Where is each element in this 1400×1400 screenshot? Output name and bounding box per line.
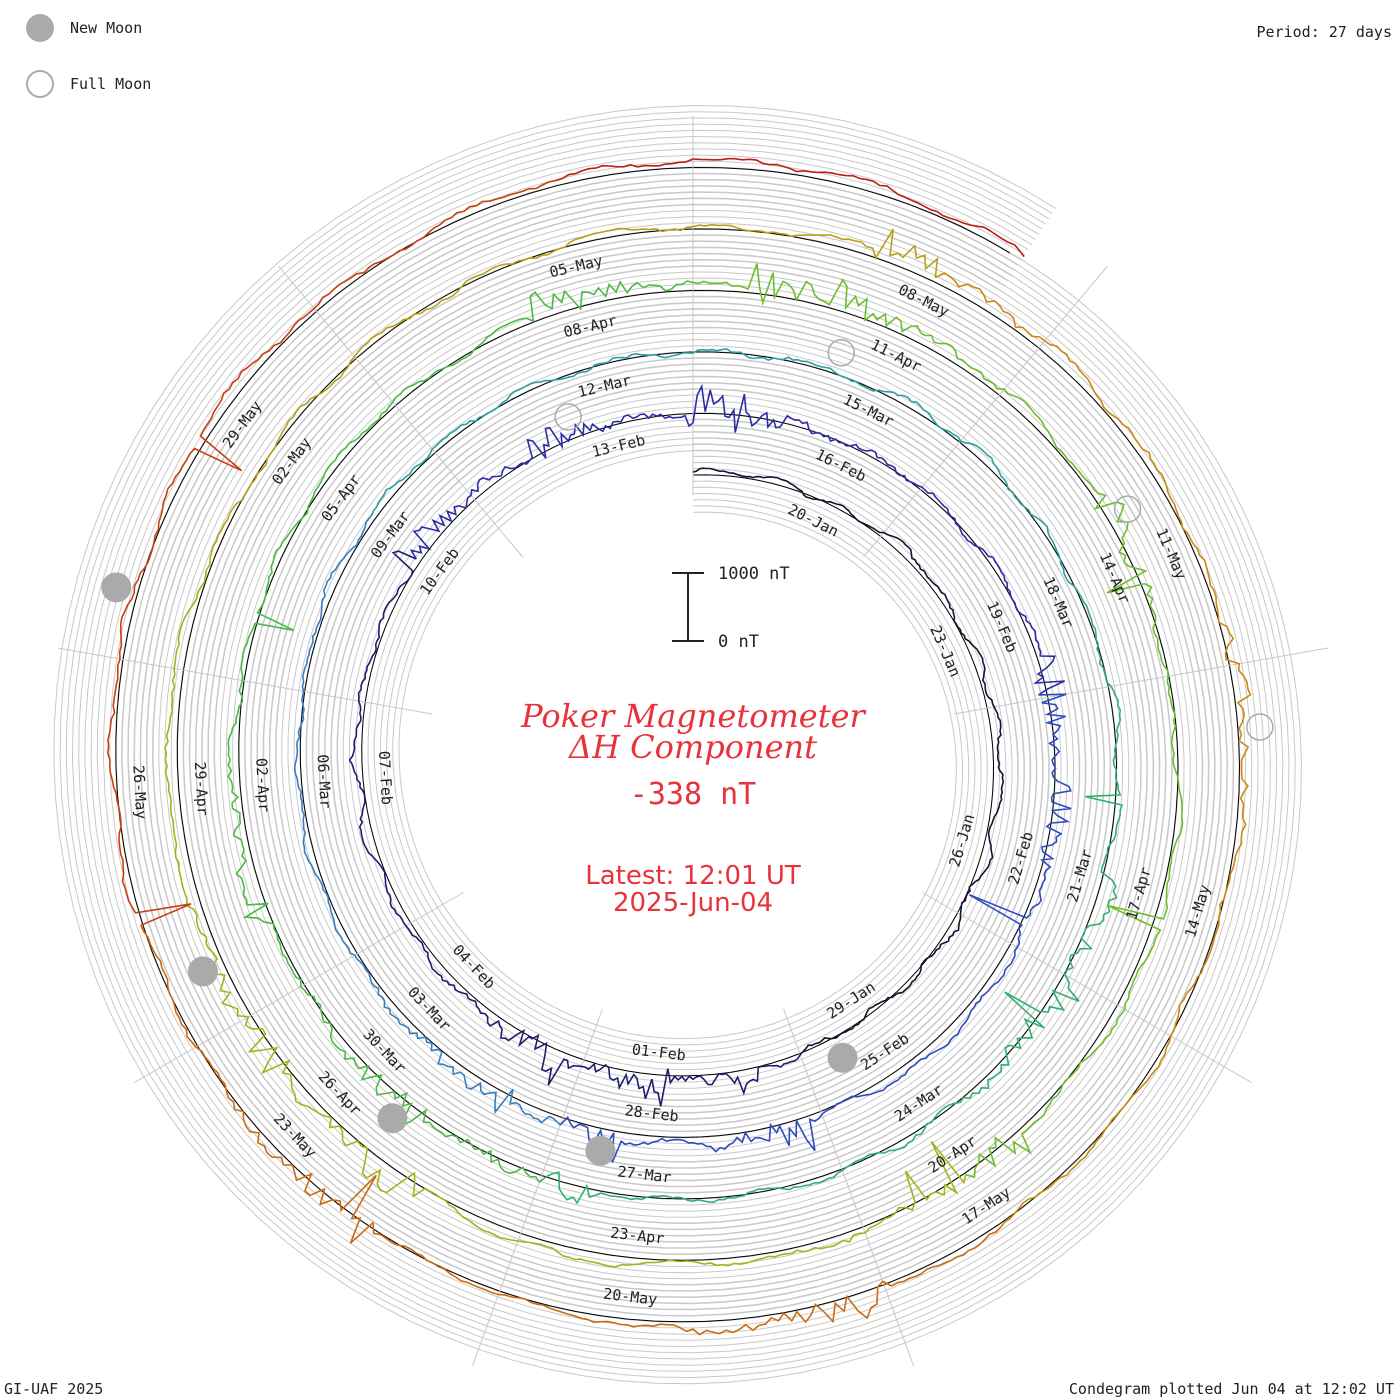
baseline-spiral: [115, 166, 1241, 1323]
date-label: 05-Apr: [318, 471, 365, 525]
new-moon-marker: [827, 1042, 858, 1073]
date-label: 29-May: [219, 397, 266, 451]
period-label: Period: 27 days: [1256, 23, 1392, 41]
data-trace-segment: [227, 280, 694, 1183]
new-moon-icon: [26, 14, 54, 42]
date-label: 26-Apr: [315, 1067, 365, 1119]
scale-top-label: 1000 nT: [718, 564, 790, 584]
grid-layer: [53, 104, 1302, 1385]
date-label: 23-May: [270, 1110, 320, 1162]
date-label: 29-Apr: [191, 761, 212, 816]
grid-spiral: [59, 111, 1296, 1379]
grid-spiral: [90, 142, 1265, 1348]
full-moon-marker: [554, 403, 582, 431]
new-moon-marker: [101, 572, 132, 603]
scale-bottom-label: 0 nT: [718, 632, 759, 652]
data-trace-segment: [692, 467, 1005, 1053]
footer-credit: GI-UAF 2025: [4, 1380, 104, 1398]
data-trace-segment: [210, 223, 939, 553]
full-moon-marker: [827, 338, 855, 367]
data-trace-segment: [368, 347, 1080, 594]
current-value: -338 nT: [630, 777, 756, 812]
grid-spiral: [71, 123, 1284, 1366]
data-trace-segment: [934, 272, 1252, 1228]
date-label: 06-Mar: [314, 754, 335, 809]
date-label: 29-Jan: [823, 978, 878, 1023]
latest-date: 2025-Jun-04: [613, 888, 773, 918]
data-trace-segment: [106, 179, 556, 927]
grid-spiral: [78, 129, 1278, 1360]
date-label: 24-Mar: [891, 1081, 946, 1126]
new-moon-marker: [188, 956, 219, 987]
data-trace-segment: [348, 550, 804, 1107]
date-label: 18-Mar: [1039, 574, 1077, 631]
date-label: 02-May: [268, 434, 315, 488]
legend-full-moon-label: Full Moon: [70, 75, 152, 93]
data-trace-segment: [555, 157, 1025, 258]
date-label: 14-Apr: [1096, 550, 1134, 607]
full-moon-icon: [26, 70, 54, 98]
grid-spiral: [146, 197, 1209, 1292]
new-moon-marker: [377, 1103, 408, 1134]
day-spoke: [953, 647, 1329, 715]
legend-new-moon-label: New Moon: [70, 19, 143, 37]
legend-full-moon: Full Moon: [26, 68, 151, 100]
date-label: 02-Apr: [252, 757, 273, 812]
full-moon-marker: [1113, 495, 1142, 523]
date-label: 09-Mar: [367, 508, 414, 562]
day-spoke: [783, 1008, 915, 1367]
day-spoke: [134, 892, 464, 1083]
date-label: 10-Feb: [416, 544, 463, 598]
day-spokes: [57, 115, 1329, 1367]
day-spoke: [278, 265, 524, 558]
date-label: 11-May: [1152, 525, 1190, 582]
date-label: 26-May: [129, 765, 150, 820]
date-label: 01-Feb: [631, 1040, 687, 1064]
date-label: 25-Feb: [857, 1029, 912, 1074]
grid-spiral: [109, 160, 1247, 1329]
day-spoke: [471, 1008, 603, 1367]
scale-bar: 1000 nT 0 nT: [672, 564, 790, 652]
data-trace-segment: [409, 383, 1065, 696]
date-label: 03-Mar: [404, 983, 454, 1035]
grid-spiral: [84, 135, 1271, 1354]
data-trace-segment: [559, 693, 1072, 1163]
chart-title: Poker Magnetometer: [520, 697, 866, 735]
date-label: 04-Feb: [449, 941, 499, 993]
data-trace-segment: [164, 552, 967, 1268]
full-moon-marker: [1246, 713, 1274, 741]
data-trace-segment: [692, 263, 1184, 1179]
data-trace-segment: [293, 518, 561, 1126]
data-trace-segment: [538, 593, 1124, 1205]
legend-new-moon: New Moon: [26, 12, 142, 44]
data-trace-segment: [140, 924, 1002, 1336]
new-moon-marker: [585, 1135, 616, 1166]
data-trace: [106, 157, 1252, 1336]
chart-subtitle: ΔH Component: [567, 728, 817, 766]
footer-plot-time: Condegram plotted Jun 04 at 12:02 UT: [1068, 1380, 1394, 1398]
baseline-path: [115, 166, 1241, 1323]
latest-time: Latest: 12:01 UT: [585, 861, 801, 891]
date-label: 20-Apr: [925, 1132, 980, 1177]
grid-spiral: [65, 117, 1290, 1372]
date-label: 07-Feb: [375, 750, 396, 805]
day-spoke: [862, 265, 1108, 558]
date-label: 23-Jan: [926, 623, 964, 680]
moon-markers: [101, 338, 1274, 1166]
day-spoke: [922, 892, 1252, 1083]
